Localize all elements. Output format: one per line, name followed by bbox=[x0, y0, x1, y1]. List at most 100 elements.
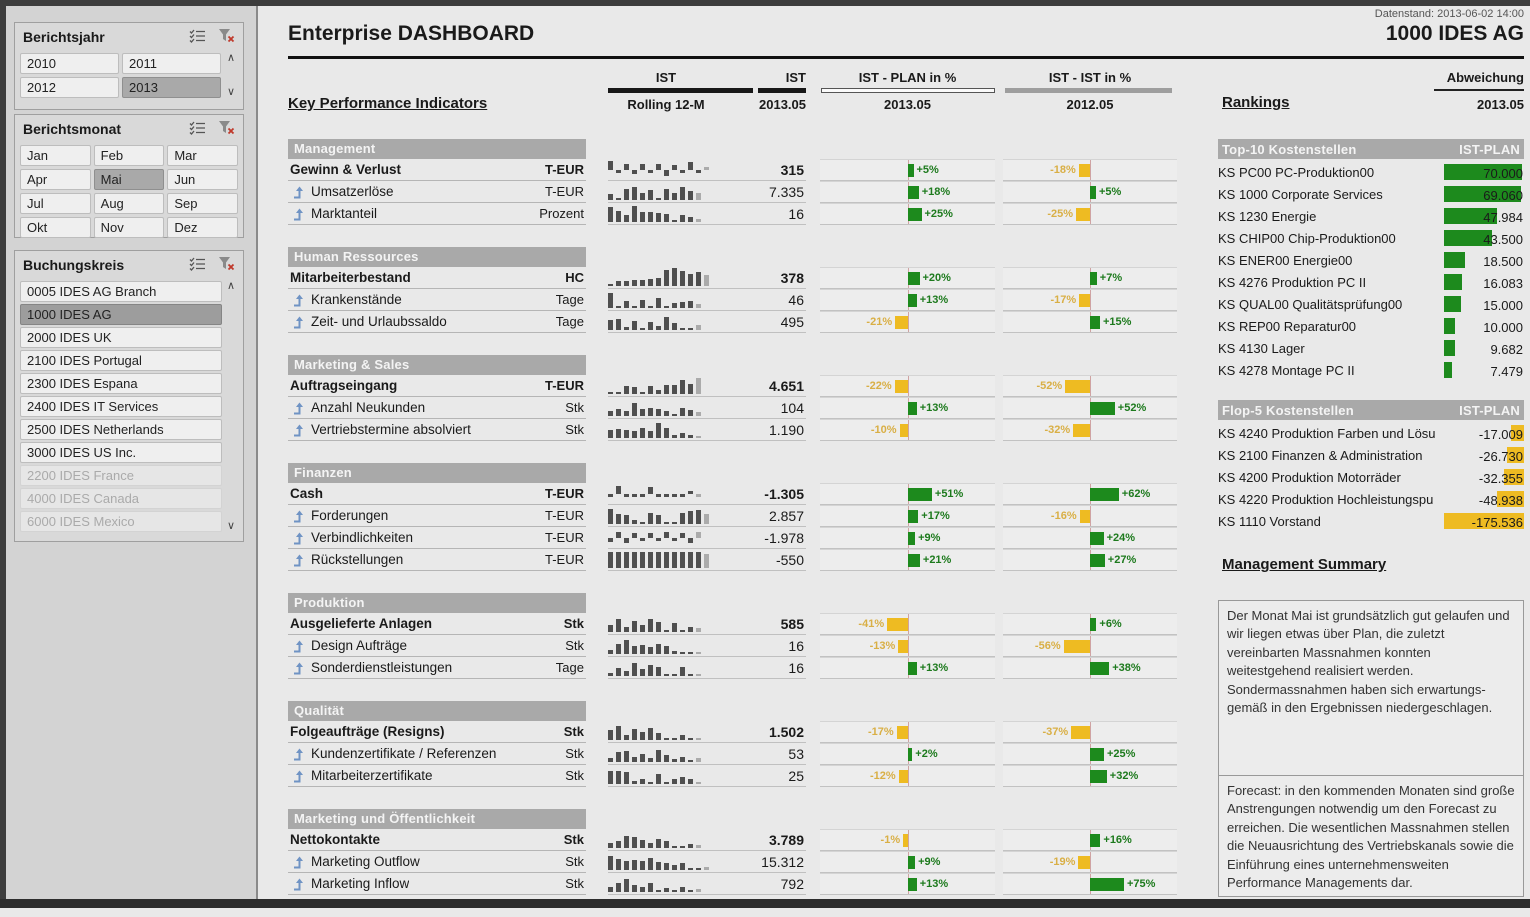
kpi-ist-value: 4.651 bbox=[768, 377, 804, 394]
kpi-section: Marketing und Öffentlichkeit Nettokontakt… bbox=[288, 809, 1180, 895]
column-gap bbox=[995, 743, 1003, 765]
clear-filter-icon[interactable] bbox=[218, 256, 235, 271]
kpi-ist-cell: 16 bbox=[608, 657, 806, 679]
kpi-ist-value: 495 bbox=[780, 313, 804, 330]
slicer-item[interactable]: Okt bbox=[20, 217, 91, 238]
slicer-item[interactable]: Jul bbox=[20, 193, 91, 214]
slicer-item[interactable]: Mai bbox=[93, 169, 165, 190]
ranking-bar-zone: 9.682 bbox=[1444, 339, 1524, 357]
summary-paragraph-2: Forecast: in den kommenden Monaten sind … bbox=[1227, 783, 1515, 891]
variance-cell-plan: +13% bbox=[820, 289, 995, 311]
scroll-down-icon[interactable]: ∨ bbox=[226, 520, 236, 532]
kpi-row: Marktanteil Prozent 16 +25% -25% bbox=[288, 203, 1180, 225]
multi-select-icon[interactable] bbox=[189, 121, 206, 135]
sparkline-chart bbox=[608, 527, 720, 549]
column-gap bbox=[806, 505, 820, 527]
kpi-ist-cell: 1.190 bbox=[608, 419, 806, 441]
slicer-item[interactable]: Dez bbox=[167, 217, 238, 238]
clear-filter-icon[interactable] bbox=[218, 28, 235, 43]
ranking-row: KS 4240 Produktion Farben und Lösu -17.00… bbox=[1218, 422, 1524, 444]
scroll-up-icon[interactable]: ∧ bbox=[226, 280, 236, 292]
slicer-item[interactable]: Jan bbox=[20, 145, 91, 166]
column-gap bbox=[586, 159, 608, 181]
scroll-up-icon[interactable]: ∧ bbox=[226, 52, 236, 64]
kpi-label: Marketing Inflow bbox=[311, 876, 410, 891]
multi-select-icon[interactable] bbox=[189, 257, 206, 271]
slicer-item[interactable]: 3000 IDES US Inc. bbox=[20, 442, 222, 463]
slicer-item[interactable]: Aug bbox=[93, 193, 165, 214]
slicer-header: Berichtsjahr bbox=[15, 23, 243, 50]
slicer-item[interactable]: 1000 IDES AG bbox=[20, 304, 222, 325]
variance-value-label: -25% bbox=[1047, 208, 1073, 220]
kpi-ist-value: 2.857 bbox=[768, 507, 804, 524]
column-gap bbox=[586, 829, 608, 851]
ranking-value: 47.984 bbox=[1483, 210, 1523, 225]
slicer-scrollbar[interactable]: ∧ ∨ bbox=[224, 53, 238, 98]
kpi-section-header: Marketing & Sales bbox=[288, 355, 586, 375]
slicer-item[interactable]: 2300 IDES Espana bbox=[20, 373, 222, 394]
kpi-ist-cell: 495 bbox=[608, 311, 806, 333]
slicer-item[interactable]: Apr bbox=[20, 169, 91, 190]
ranking-row: KS ENER00 Energie00 18.500 bbox=[1218, 249, 1524, 271]
kpi-label-cell: Anzahl Neukunden Stk bbox=[288, 397, 586, 419]
slicer-item[interactable]: 0005 IDES AG Branch bbox=[20, 281, 222, 302]
variance-cell-prev: -18% bbox=[1003, 159, 1177, 181]
variance-cell-prev: -19% bbox=[1003, 851, 1177, 873]
kpi-label-cell: Vertriebstermine absolviert Stk bbox=[288, 419, 586, 441]
variance-cell-prev: +32% bbox=[1003, 765, 1177, 787]
column-gap bbox=[995, 289, 1003, 311]
slicer-item[interactable]: 2011 bbox=[122, 53, 221, 74]
col-rolling-sub: Rolling 12-M bbox=[627, 97, 705, 112]
slicer-title: Berichtsjahr bbox=[23, 29, 105, 45]
variance-cell-plan: -10% bbox=[820, 419, 995, 441]
drill-up-arrow-icon bbox=[294, 878, 303, 890]
variance-cell-prev: -16% bbox=[1003, 505, 1177, 527]
slicer-item[interactable]: 2010 bbox=[20, 53, 119, 74]
variance-bar bbox=[1090, 272, 1097, 285]
variance-axis bbox=[907, 312, 909, 332]
slicer-item[interactable]: 2012 bbox=[20, 77, 119, 98]
slicer-item[interactable]: 2100 IDES Portugal bbox=[20, 350, 222, 371]
ranking-row: KS 4278 Montage PC II 7.479 bbox=[1218, 359, 1524, 381]
slicer-item[interactable]: 2000 IDES UK bbox=[20, 327, 222, 348]
ranking-bar bbox=[1444, 340, 1455, 356]
plan-header-bar bbox=[821, 88, 995, 93]
slicer-scrollbar[interactable]: ∧ ∨ bbox=[224, 281, 238, 532]
col-plan-month: 2013.05 bbox=[884, 97, 931, 112]
slicer-item[interactable]: Feb bbox=[93, 145, 165, 166]
clear-filter-icon[interactable] bbox=[218, 120, 235, 135]
column-gap bbox=[995, 483, 1003, 505]
ranking-bar-zone: -26.730 bbox=[1444, 446, 1524, 464]
variance-value-label: +18% bbox=[921, 186, 951, 198]
drill-up-arrow-icon bbox=[294, 532, 303, 544]
rankings-heading: Rankings bbox=[1222, 94, 1290, 111]
variance-bar bbox=[907, 662, 917, 675]
variance-value-label: +6% bbox=[1099, 618, 1122, 630]
ranking-bar bbox=[1444, 186, 1521, 202]
ranking-bar bbox=[1497, 491, 1524, 507]
kpi-unit: Stk bbox=[563, 724, 584, 739]
slicer-item[interactable]: 2500 IDES Netherlands bbox=[20, 419, 222, 440]
multi-select-icon[interactable] bbox=[189, 29, 206, 43]
slicer-item[interactable]: Mar bbox=[167, 145, 238, 166]
variance-cell-prev: +5% bbox=[1003, 181, 1177, 203]
variance-bar bbox=[907, 164, 914, 177]
ranking-row: KS REP00 Reparatur00 10.000 bbox=[1218, 315, 1524, 337]
kpi-label: Kundenzertifikate / Referenzen bbox=[311, 746, 497, 761]
kpi-label-cell: Kundenzertifikate / Referenzen Stk bbox=[288, 743, 586, 765]
ranking-bar bbox=[1444, 208, 1498, 224]
column-gap bbox=[995, 527, 1003, 549]
ranking-row: KS 1230 Energie 47.984 bbox=[1218, 205, 1524, 227]
variance-value-label: +17% bbox=[921, 510, 950, 522]
slicer-item[interactable]: Sep bbox=[167, 193, 238, 214]
slicer-item[interactable]: Nov bbox=[93, 217, 165, 238]
column-gap bbox=[806, 375, 820, 397]
slicer-item[interactable]: 2400 IDES IT Services bbox=[20, 396, 222, 417]
slicer-item[interactable]: 2013 bbox=[122, 77, 221, 98]
ranking-bar-zone: 43.500 bbox=[1444, 229, 1524, 247]
kpi-label-cell: Ausgelieferte Anlagen Stk bbox=[288, 613, 586, 635]
slicer-item[interactable]: Jun bbox=[167, 169, 238, 190]
scroll-down-icon[interactable]: ∨ bbox=[226, 86, 236, 98]
kpi-label-cell: Mitarbeiterzertifikate Stk bbox=[288, 765, 586, 787]
flop5-col-label: IST-PLAN bbox=[1459, 402, 1520, 418]
